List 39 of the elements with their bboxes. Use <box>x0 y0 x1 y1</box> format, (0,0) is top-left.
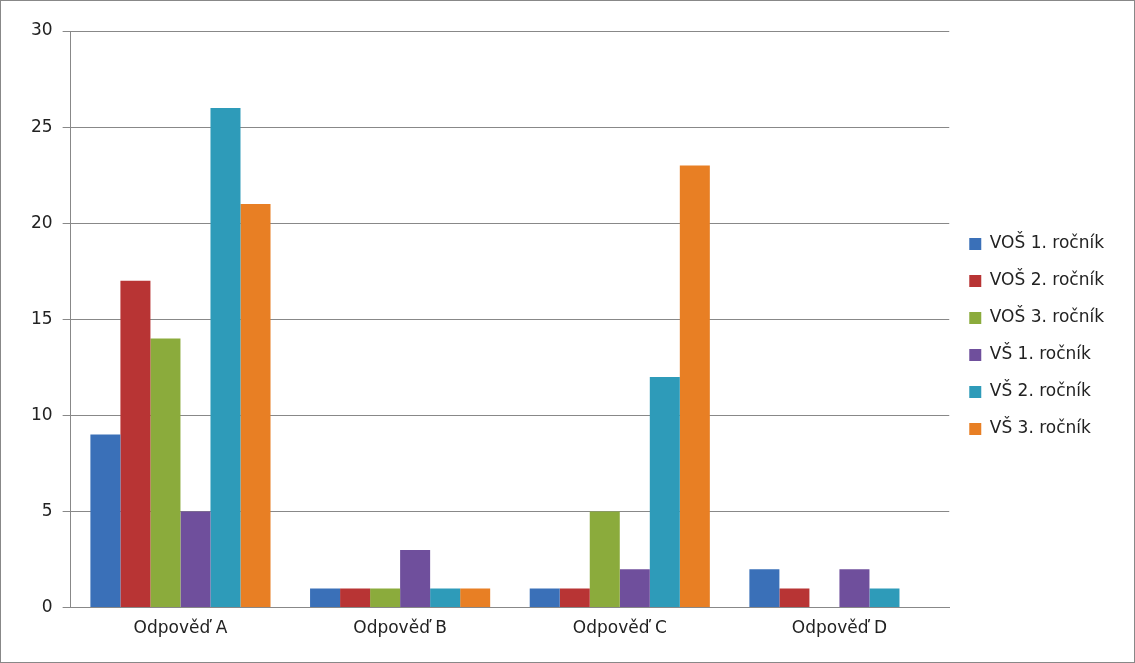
y-tick-label: 0 <box>41 596 53 617</box>
y-tick-label: 15 <box>30 307 53 328</box>
bar <box>559 588 590 608</box>
bar <box>310 588 341 608</box>
y-tick-label: 25 <box>30 115 53 136</box>
bar <box>150 338 181 608</box>
bar <box>779 588 810 608</box>
bar <box>619 569 650 608</box>
bar <box>649 376 680 608</box>
bar <box>340 588 371 608</box>
bar <box>120 280 151 608</box>
legend-label: VOŠ 3. ročník <box>989 305 1105 327</box>
bar <box>529 588 560 608</box>
bar <box>460 588 491 608</box>
x-tick-label: Odpověď D <box>791 617 888 638</box>
bar <box>589 511 620 608</box>
bar <box>240 203 271 608</box>
legend-label: VOŠ 2. ročník <box>989 268 1105 290</box>
bar <box>430 588 461 608</box>
bar <box>370 588 401 608</box>
bar <box>180 511 211 608</box>
bar <box>210 107 241 608</box>
bar <box>90 434 121 608</box>
legend-label: VŠ 1. ročník <box>989 342 1092 364</box>
bar <box>679 165 710 608</box>
x-tick-label: Odpověď B <box>353 617 447 638</box>
bar <box>869 588 900 608</box>
x-tick-label: Odpověď C <box>572 617 667 638</box>
legend-label: VOŠ 1. ročník <box>989 231 1105 253</box>
y-tick-label: 10 <box>30 403 53 424</box>
y-tick-label: 20 <box>30 211 53 232</box>
bar <box>749 569 780 608</box>
bar <box>839 569 870 608</box>
x-tick-label: Odpověď A <box>133 617 228 638</box>
bar <box>400 549 431 608</box>
legend-label: VŠ 3. ročník <box>989 416 1092 438</box>
y-tick-label: 30 <box>30 19 53 40</box>
legend-label: VŠ 2. ročník <box>989 379 1092 401</box>
y-tick-label: 5 <box>41 499 53 520</box>
